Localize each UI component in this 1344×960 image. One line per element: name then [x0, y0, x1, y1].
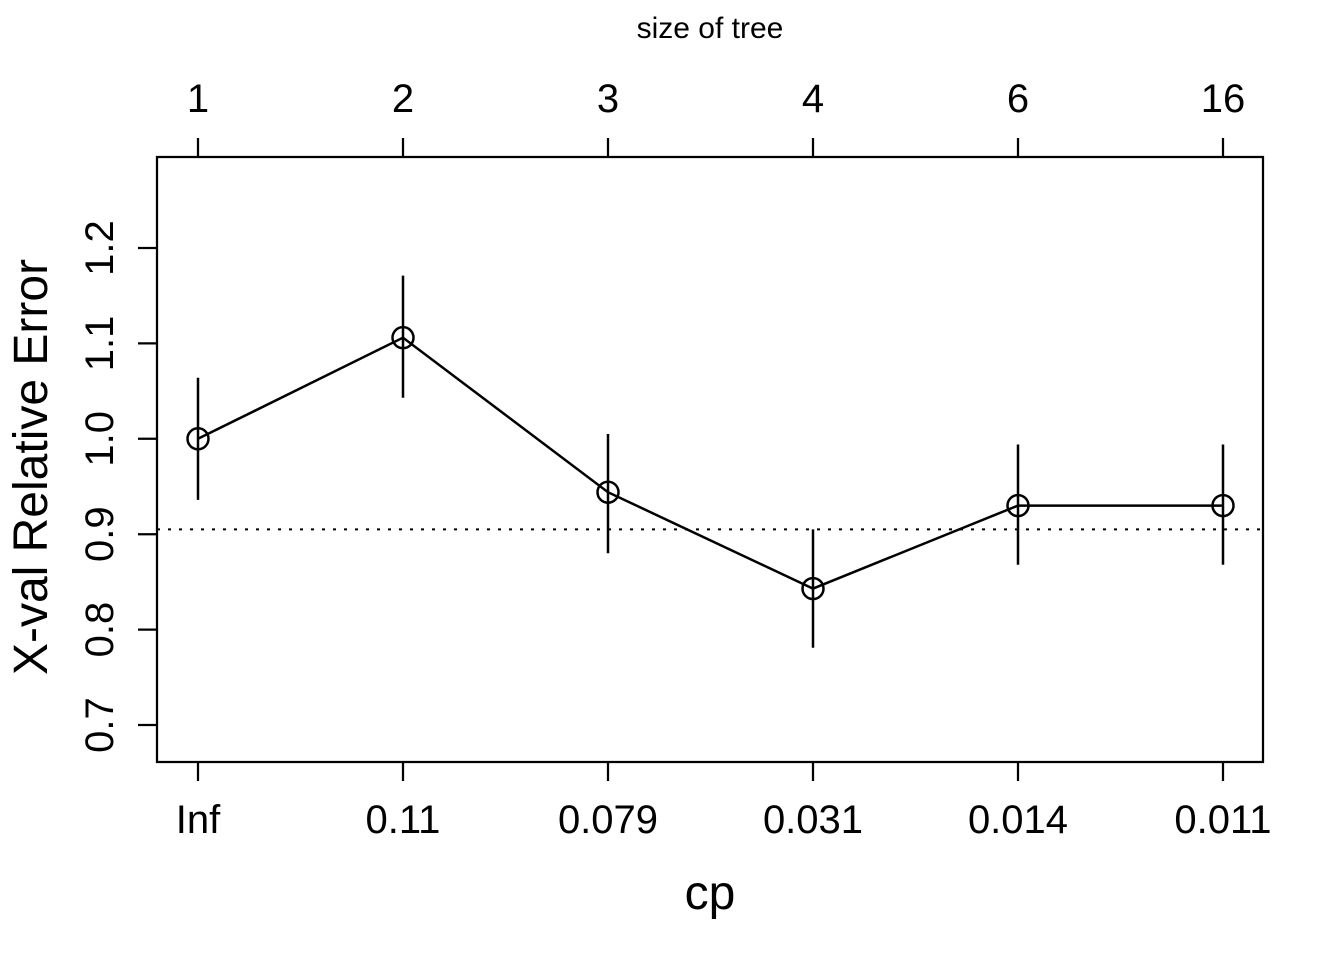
top-axis-tick-label: 3 [597, 77, 619, 121]
y-axis-tick-label: 1.0 [78, 411, 122, 467]
y-axis-tick-label: 1.1 [78, 316, 122, 372]
data-point-marker [801, 576, 825, 601]
y-axis-title: X-val Relative Error [5, 259, 58, 675]
top-axis-tick-label: 4 [802, 77, 824, 121]
data-point-marker [596, 480, 620, 504]
data-point-marker [186, 427, 210, 451]
plot-contents: 1 2 3 4 6 16 Inf 0.11 0.079 0.031 0.014 0.011 0.7 0.8… [78, 77, 1272, 842]
bottom-axis-tick-label: Inf [176, 798, 221, 842]
y-axis-tick-label: 1.2 [78, 220, 122, 276]
data-point-marker [1006, 493, 1030, 518]
top-axis-title: size of tree [637, 12, 784, 45]
y-axis-tick-label: 0.7 [78, 697, 122, 753]
y-axis-tick-label: 0.8 [78, 602, 122, 658]
bottom-axis-tick-label: 0.014 [968, 798, 1068, 842]
x-axis-title: cp [685, 867, 736, 920]
bottom-axis-tick-label: 0.011 [1174, 798, 1271, 842]
series-line [197, 336, 1223, 590]
bottom-axis-tick-label: 0.079 [558, 798, 658, 842]
bottom-axis-tick-label: 0.031 [763, 798, 863, 842]
top-axis-tick-label: 16 [1201, 77, 1246, 121]
y-axis-tick-label: 0.9 [78, 506, 122, 562]
data-point-marker [391, 325, 415, 350]
top-axis-tick-label: 6 [1007, 77, 1029, 121]
plot-border [155, 155, 1265, 764]
data-point-marker [1211, 493, 1235, 518]
top-axis-tick-label: 1 [187, 77, 209, 121]
bottom-axis-tick-label: 0.11 [366, 798, 441, 842]
top-axis-tick-label: 2 [392, 77, 414, 121]
